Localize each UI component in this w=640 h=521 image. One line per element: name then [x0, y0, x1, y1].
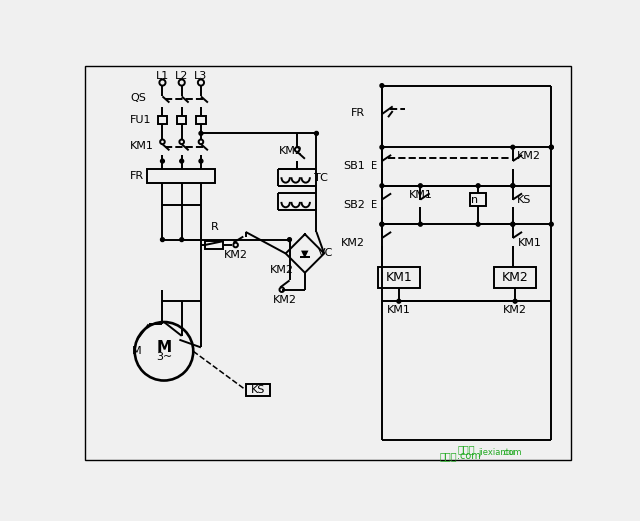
Circle shape — [314, 131, 318, 135]
Text: 接线图: 接线图 — [458, 444, 475, 454]
Circle shape — [180, 159, 184, 163]
Circle shape — [511, 222, 515, 226]
Bar — [177, 116, 186, 124]
Circle shape — [287, 238, 291, 242]
Bar — [246, 384, 270, 396]
Circle shape — [476, 222, 480, 226]
Text: KM2: KM2 — [502, 271, 529, 284]
Text: SB2: SB2 — [343, 200, 365, 210]
Text: KM1: KM1 — [409, 190, 433, 200]
Text: QS: QS — [130, 93, 146, 103]
Bar — [205, 241, 223, 249]
Bar — [196, 116, 205, 124]
Text: KM1: KM1 — [385, 271, 412, 284]
Circle shape — [513, 299, 517, 303]
Circle shape — [549, 145, 553, 149]
Text: jiexiantu: jiexiantu — [478, 448, 515, 456]
Text: L1: L1 — [156, 71, 169, 81]
Text: R: R — [211, 222, 219, 232]
Circle shape — [161, 159, 164, 163]
Circle shape — [511, 145, 515, 149]
Text: L3: L3 — [195, 71, 207, 81]
Bar — [147, 169, 215, 183]
Text: KM1: KM1 — [517, 239, 541, 249]
Text: KM1: KM1 — [387, 305, 411, 315]
Circle shape — [549, 145, 553, 149]
Text: FR: FR — [130, 171, 144, 181]
Text: FU1: FU1 — [130, 115, 152, 125]
Text: ▼: ▼ — [301, 249, 308, 258]
Circle shape — [380, 184, 384, 188]
Circle shape — [511, 184, 515, 188]
Circle shape — [419, 184, 422, 188]
Text: FR: FR — [351, 107, 365, 118]
Text: .com: .com — [458, 451, 481, 461]
Circle shape — [161, 238, 164, 242]
Text: KS: KS — [516, 194, 531, 205]
Text: M: M — [156, 340, 172, 355]
Circle shape — [419, 222, 422, 226]
Text: SB1: SB1 — [343, 162, 365, 171]
Text: L2: L2 — [175, 71, 188, 81]
Circle shape — [511, 184, 515, 188]
Circle shape — [380, 222, 384, 226]
Text: E: E — [371, 162, 377, 171]
Bar — [378, 267, 420, 288]
Text: KM2: KM2 — [270, 265, 294, 276]
Text: .com: .com — [501, 448, 522, 456]
Bar — [493, 267, 536, 288]
Circle shape — [511, 222, 515, 226]
Circle shape — [180, 238, 184, 242]
Text: VC: VC — [318, 249, 333, 258]
Text: KM2: KM2 — [279, 146, 303, 156]
Circle shape — [199, 159, 203, 163]
Text: KS: KS — [251, 385, 265, 395]
Text: KM2: KM2 — [341, 239, 365, 249]
Text: KM2: KM2 — [503, 305, 527, 315]
Text: 接线图: 接线图 — [440, 451, 458, 461]
Circle shape — [397, 299, 401, 303]
Circle shape — [199, 131, 203, 135]
Bar — [158, 116, 167, 124]
Text: M: M — [132, 346, 141, 356]
Text: KM2: KM2 — [516, 152, 541, 162]
Bar — [470, 193, 486, 206]
Text: KM1: KM1 — [130, 141, 154, 151]
Text: TC: TC — [314, 173, 328, 183]
Text: KM2: KM2 — [273, 295, 296, 305]
Text: 3~: 3~ — [156, 352, 172, 362]
Circle shape — [476, 184, 480, 188]
Text: n: n — [471, 194, 478, 205]
Circle shape — [380, 145, 384, 149]
Text: E: E — [371, 200, 377, 210]
Circle shape — [380, 222, 384, 226]
Circle shape — [549, 222, 553, 226]
Circle shape — [380, 84, 384, 88]
Text: KM2: KM2 — [223, 250, 248, 260]
